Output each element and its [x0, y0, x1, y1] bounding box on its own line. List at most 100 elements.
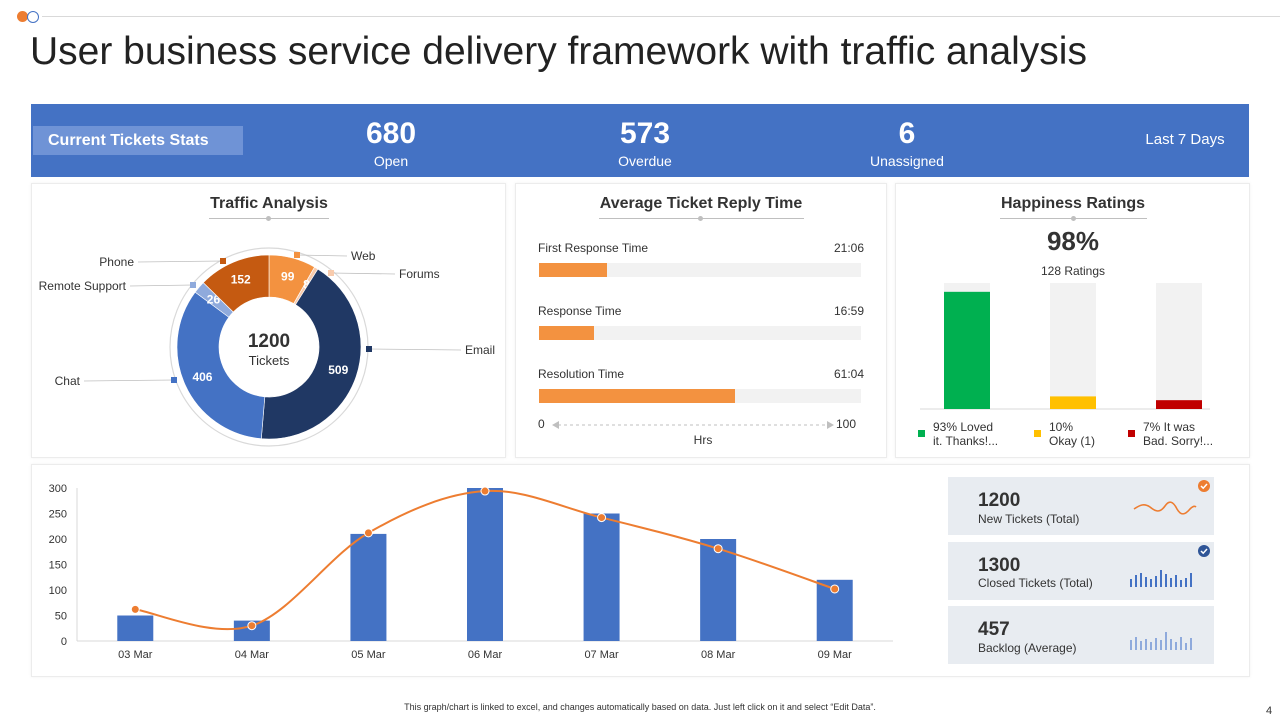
daily-combo-chart: 0 50 100 150 200 250 300 03 Mar 04 Mar 05 Mar 06 M… — [49, 483, 893, 661]
donut-label-remote-support: Remote Support — [39, 279, 127, 293]
reply-label-resolution: Resolution Time — [538, 367, 625, 381]
daily-y-tick-100: 100 — [49, 585, 67, 597]
daily-x-tick-08-mar: 08 Mar — [701, 649, 736, 661]
kpi-card-backlog: 457 Backlog (Average) — [948, 606, 1214, 664]
reply-fill-resolution — [539, 389, 736, 403]
reply-label-response: Response Time — [538, 304, 622, 318]
daily-y-tick-200: 200 — [49, 534, 67, 546]
stat-open-value: 680 — [365, 117, 417, 150]
daily-trend-point-09-mar — [830, 584, 840, 594]
donut-marker-forums — [328, 270, 334, 276]
daily-bar-08-mar — [700, 539, 737, 641]
happiness-bar-2 — [1156, 400, 1202, 409]
happiness-bar-chart — [920, 283, 1210, 410]
donut-label-email: Email — [465, 343, 495, 357]
happiness-legend-bad-line2: Bad. Sorry!... — [1143, 434, 1214, 448]
happiness-legend-bad-line1: 7% It was — [1143, 420, 1196, 434]
donut-value-chat: 406 — [192, 370, 212, 384]
happiness-legend-okay: 10% Okay (1) — [1049, 420, 1095, 448]
donut-leader-chat — [83, 379, 175, 382]
reply-title: Average Ticket Reply Time — [599, 195, 803, 212]
donut-marker-remote-support — [190, 282, 196, 288]
reply-time-resolution: 61:04 — [833, 367, 864, 381]
stat-overdue: 573 Overdue — [585, 117, 705, 171]
happiness-bar-0 — [944, 291, 990, 409]
daily-trend-point-04-mar — [247, 621, 257, 631]
donut-value-forums: 8 — [303, 277, 310, 291]
donut-label-chat: Chat — [55, 374, 81, 388]
daily-y-tick-150: 150 — [49, 560, 67, 572]
daily-bar-04-mar — [233, 620, 270, 641]
happiness-legend-okay-line2: Okay (1) — [1049, 434, 1096, 448]
daily-y-tick-0: 0 — [61, 636, 67, 648]
top-rule — [42, 16, 1280, 17]
happiness-legend-loved: 93% Loved it. Thanks!... — [933, 420, 998, 448]
daily-bar-03-mar — [117, 615, 154, 641]
donut-label-phone: Phone — [99, 255, 134, 269]
daily-bar-06-mar — [467, 488, 503, 641]
stat-unassigned-value: 6 — [898, 117, 916, 150]
reply-track-resolution — [539, 389, 861, 403]
page-number: 4 — [1266, 705, 1273, 717]
happiness-legend-swatch-okay — [1034, 430, 1041, 437]
decor-dot-orange — [17, 11, 28, 22]
donut-center-value: 1200 — [247, 331, 291, 352]
daily-x-tick-06-mar: 06 Mar — [468, 649, 503, 661]
reply-axis-unit: Hrs — [693, 433, 713, 447]
daily-bar-07-mar — [583, 513, 620, 641]
happiness-bar-track — [1050, 283, 1096, 409]
stat-overdue-label: Overdue — [618, 153, 672, 169]
traffic-title: Traffic Analysis — [210, 195, 328, 212]
donut-value-email: 509 — [328, 363, 348, 377]
daily-x-tick-04-mar: 04 Mar — [235, 649, 270, 661]
kpi-new-label: New Tickets (Total) — [978, 512, 1080, 526]
happiness-title: Happiness Ratings — [1000, 195, 1146, 212]
daily-trend-point-06-mar — [480, 486, 490, 496]
happiness-legend-loved-line1: 93% Loved — [933, 420, 994, 434]
reply-axis-arrow — [552, 421, 834, 429]
happiness-legend-loved-line2: it. Thanks!... — [933, 434, 999, 448]
period-label: Last 7 Days — [1145, 131, 1225, 148]
reply-track-first — [539, 263, 861, 277]
daily-trend-point-07-mar — [597, 513, 607, 523]
daily-bar-05-mar — [350, 533, 387, 641]
donut-marker-web — [294, 252, 300, 258]
stat-overdue-value: 573 — [619, 117, 671, 150]
check-badge-icon — [1198, 545, 1210, 557]
daily-x-tick-05-mar: 05 Mar — [351, 649, 386, 661]
donut-center: 1200 Tickets — [219, 331, 319, 368]
reply-time-response: 16:59 — [833, 304, 864, 318]
donut-marker-phone — [220, 258, 226, 264]
donut-label-web: Web — [351, 249, 376, 263]
reply-fill-response — [539, 326, 594, 340]
donut-value-phone: 152 — [231, 273, 251, 287]
donut-label-forums: Forums — [399, 267, 440, 281]
happiness-legend-bad: 7% It was Bad. Sorry!... — [1143, 420, 1213, 448]
reply-label-first: First Response Time — [538, 241, 649, 255]
happiness-bar-1 — [1050, 396, 1096, 409]
stat-open-label: Open — [373, 153, 409, 169]
kpi-card-new-tickets: 1200 New Tickets (Total) — [948, 477, 1214, 535]
donut-leader-remote-support — [129, 284, 194, 287]
kpi-closed-label: Closed Tickets (Total) — [978, 576, 1093, 590]
reply-axis-min: 0 — [538, 417, 545, 431]
daily-trend-point-08-mar — [713, 544, 723, 554]
donut-leader-web — [296, 254, 348, 257]
reply-track-response — [539, 326, 861, 340]
page-title: User business service delivery framework… — [30, 30, 1087, 73]
donut-slice-email — [260, 268, 362, 440]
donut-value-web: 99 — [281, 269, 295, 283]
donut-center-label: Tickets — [248, 353, 290, 368]
decor-dot-blue — [27, 11, 39, 23]
footer-note: This graph/chart is linked to excel, and… — [404, 702, 876, 712]
daily-x-tick-07-mar: 07 Mar — [584, 649, 619, 661]
reply-fill-first — [539, 263, 607, 277]
stats-label: Current Tickets Stats — [33, 126, 243, 155]
daily-trend-point-03-mar — [130, 604, 140, 614]
donut-marker-chat — [171, 377, 177, 383]
happiness-legend-swatch-loved — [918, 430, 925, 437]
donut-leader-forums — [330, 272, 396, 275]
kpi-new-value: 1200 — [978, 490, 1021, 511]
donut-slice-phone — [202, 254, 270, 313]
